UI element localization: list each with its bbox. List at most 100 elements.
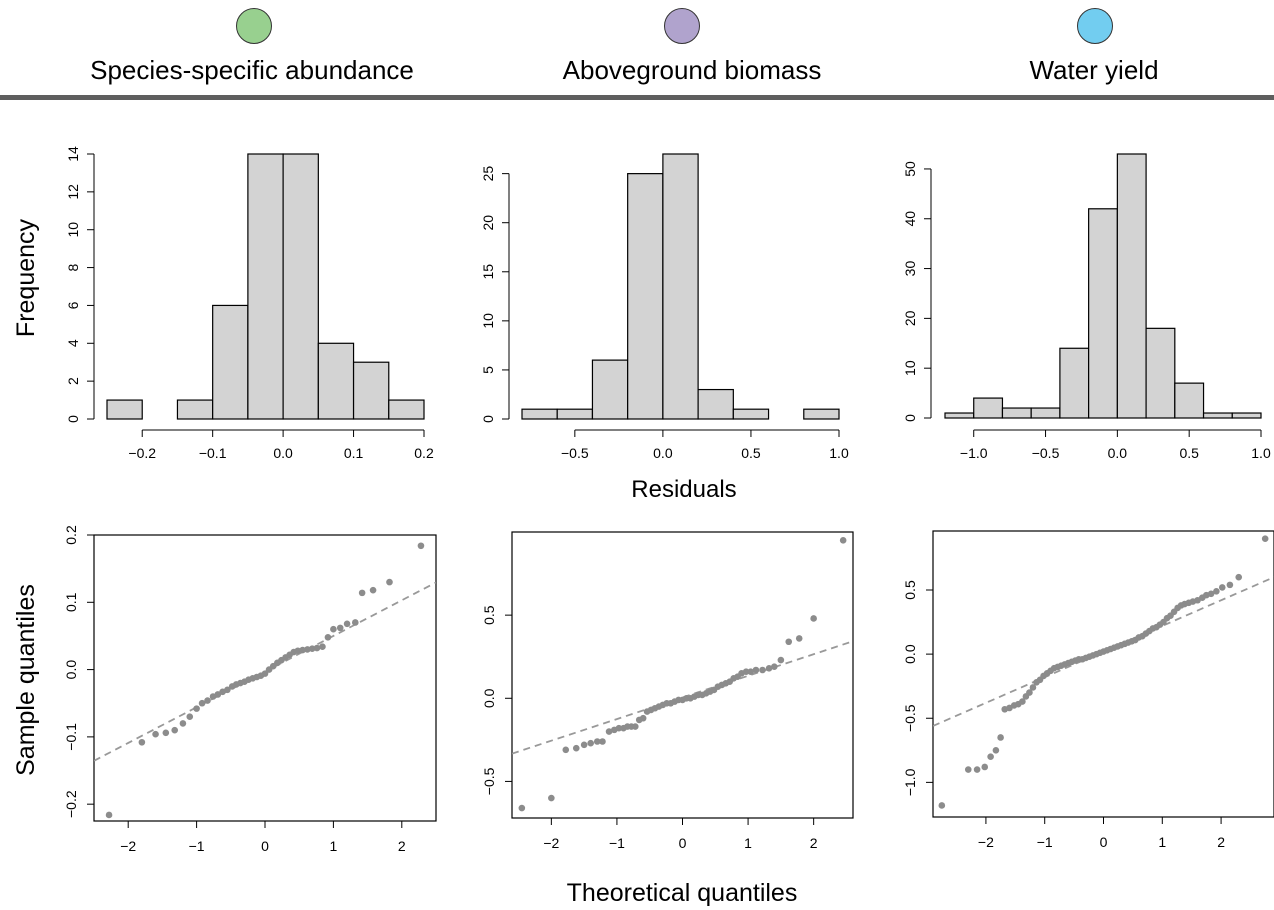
histogram-bar <box>944 412 975 419</box>
x-tick-label: 0.1 <box>344 445 364 461</box>
histogram-bar <box>1231 412 1262 419</box>
qq-point <box>759 666 766 674</box>
qq-point <box>417 542 425 550</box>
qq-point <box>631 723 639 730</box>
qq-point <box>810 615 817 622</box>
histogram-bar <box>521 408 558 420</box>
frequency-axis-label: Frequency <box>12 218 40 337</box>
y-tick-label: 0.5 <box>481 605 497 625</box>
qq-point <box>765 665 773 672</box>
sample-quantiles-axis-label: Sample quantiles <box>12 584 40 776</box>
qq-point <box>981 763 989 771</box>
histogram-bar <box>1088 208 1118 419</box>
x-tick-label: −2 <box>120 838 136 854</box>
qq-point <box>198 699 206 707</box>
qq-point <box>518 804 526 812</box>
y-tick-label: 25 <box>480 166 496 182</box>
qq-point <box>324 633 332 641</box>
aboveground-biomass-header: Aboveground biomass <box>562 55 822 85</box>
x-tick-label: 1 <box>1158 834 1166 850</box>
qq-point <box>587 739 594 747</box>
x-tick-label: −0.5 <box>561 445 589 461</box>
histogram-bar <box>317 342 355 420</box>
histogram-bar <box>282 153 319 420</box>
x-tick-label: 1.0 <box>1251 445 1271 461</box>
species-abundance-color-dot <box>236 8 272 44</box>
qq-point <box>319 643 326 651</box>
x-tick-label: 0.2 <box>414 445 434 461</box>
y-tick-label: 50 <box>902 161 918 177</box>
qq-point <box>1207 590 1215 598</box>
qq-point <box>987 753 994 761</box>
qq-point <box>747 668 754 675</box>
qq-point <box>1235 573 1243 581</box>
x-tick-label: 0.5 <box>741 445 761 461</box>
qq-point <box>1029 684 1037 691</box>
y-tick-label: 0.0 <box>481 688 497 708</box>
histogram-bar <box>352 361 390 420</box>
y-tick-label: 40 <box>902 211 918 227</box>
qq-point <box>580 741 588 749</box>
qq-point <box>599 738 606 745</box>
qq-point <box>193 705 200 712</box>
qq-point <box>795 635 803 642</box>
x-tick-label: −2 <box>978 834 994 850</box>
qq-point <box>138 738 146 746</box>
y-tick-label: 10 <box>902 360 918 376</box>
histogram-bar <box>662 153 699 420</box>
histogram-bar <box>1030 407 1061 419</box>
qq-point <box>839 537 847 544</box>
y-tick-label: 0 <box>902 414 918 422</box>
qq-point <box>343 620 351 628</box>
qq-point <box>358 589 366 597</box>
qq-point <box>261 670 269 677</box>
x-tick-label: −2 <box>543 835 559 851</box>
qq-point <box>1226 581 1234 589</box>
histogram-bar <box>973 397 1004 419</box>
x-tick-label: −1.0 <box>960 445 988 461</box>
qq-point <box>386 578 393 586</box>
x-tick-label: 0.0 <box>273 445 293 461</box>
y-tick-label: 15 <box>480 264 496 280</box>
qq-point <box>973 766 981 773</box>
x-tick-label: 2 <box>398 838 406 854</box>
x-tick-label: −1 <box>1037 834 1053 850</box>
qq-plot-panel-1: −2 −1 0 1 2 −0.2 −0.1 0.0 0.1 0.2 <box>63 525 437 854</box>
x-tick-label: 0 <box>679 835 687 851</box>
qq-point <box>336 624 344 632</box>
qq-point <box>179 720 187 727</box>
histogram-panel-1: −0.2 −0.1 0.0 0.1 0.2 0 2 4 6 8 10 12 14 <box>65 146 434 461</box>
qq-point <box>785 638 793 646</box>
y-tick-label: 5 <box>480 366 496 374</box>
qq-point <box>1261 535 1269 542</box>
y-tick-label: 0.5 <box>902 580 918 600</box>
theoretical-quantiles-axis-label: Theoretical quantiles <box>567 879 798 907</box>
qq-point <box>1213 587 1220 595</box>
y-tick-label: 12 <box>65 184 81 200</box>
qq-point <box>186 713 194 720</box>
histogram-bar <box>803 408 840 420</box>
y-tick-label: −0.1 <box>63 723 79 751</box>
y-tick-label: 20 <box>902 310 918 326</box>
y-tick-label: 10 <box>480 313 496 329</box>
qq-point <box>214 691 222 698</box>
qq-point <box>992 747 1000 754</box>
y-tick-label: 0 <box>65 415 81 423</box>
y-tick-label: 10 <box>65 222 81 238</box>
x-tick-label: −1 <box>189 838 205 854</box>
histogram-bar <box>1001 407 1032 419</box>
y-tick-label: 6 <box>65 301 81 309</box>
y-tick-label: 20 <box>480 215 496 231</box>
histogram-bar <box>388 399 425 420</box>
qq-point <box>777 656 785 664</box>
qq-point <box>562 746 570 754</box>
histogram-bar <box>732 408 770 420</box>
y-tick-label: 14 <box>65 146 81 162</box>
qq-plot-frame <box>93 534 437 822</box>
qq-plot-frame <box>511 531 854 819</box>
qq-point <box>330 625 337 633</box>
x-tick-label: 1 <box>744 835 752 851</box>
x-tick-label: 0.0 <box>653 445 673 461</box>
qq-point <box>593 738 601 745</box>
